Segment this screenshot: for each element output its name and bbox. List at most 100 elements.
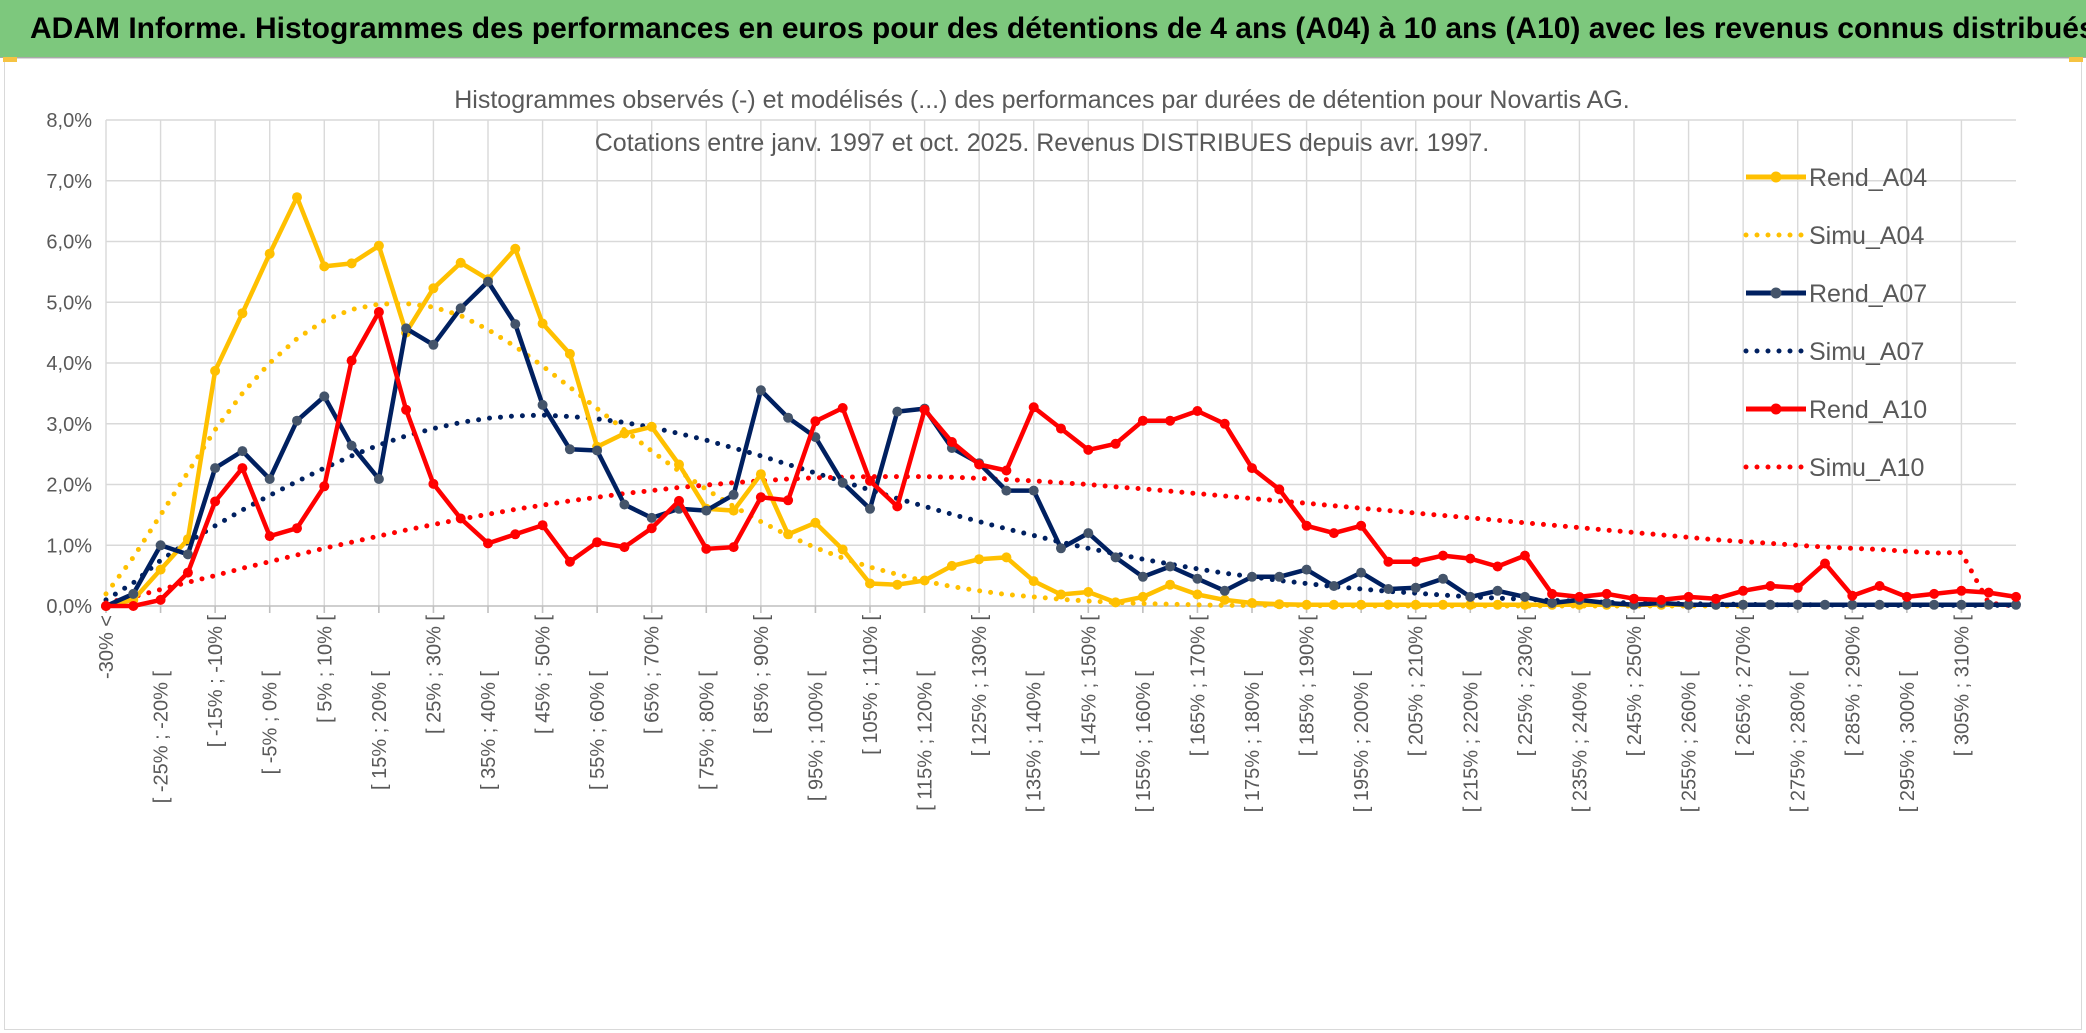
- legend-marker: [1770, 403, 1782, 415]
- x-tick-label: [ 255% ; 260% [: [1679, 671, 1701, 813]
- header-banner: ADAM Informe. Histogrammes des performan…: [0, 0, 2086, 58]
- data-point: [1383, 584, 1394, 594]
- y-tick-label: 5,0%: [46, 292, 92, 314]
- data-point: [455, 257, 466, 268]
- data-point: [892, 406, 903, 417]
- data-point: [1192, 589, 1203, 600]
- data-point: [319, 261, 330, 272]
- data-point: [373, 307, 384, 317]
- data-point: [1874, 581, 1885, 591]
- data-point: [783, 495, 794, 506]
- data-point: [1901, 591, 1912, 602]
- data-point: [1083, 444, 1094, 455]
- data-point: [1028, 485, 1039, 496]
- data-point: [182, 549, 193, 560]
- data-point: [1438, 573, 1448, 584]
- data-point: [1465, 553, 1476, 564]
- data-point: [1410, 556, 1421, 567]
- legend-item-Simu_A10: Simu_A10: [1743, 454, 1924, 482]
- data-point: [946, 560, 957, 571]
- x-tick-label: [ 175% ; 180% [: [1242, 671, 1264, 813]
- y-tick-label: 2,0%: [46, 475, 92, 497]
- x-tick-label: [ 185% ; 190% [: [1297, 615, 1319, 757]
- y-tick-label: 0,0%: [46, 596, 92, 618]
- data-point: [646, 523, 657, 534]
- x-tick-label: [ 165% ; 170% [: [1187, 615, 1209, 757]
- data-point: [264, 474, 275, 484]
- data-point: [428, 283, 439, 294]
- series-Simu_A07: [103, 412, 2019, 608]
- data-point: [455, 513, 466, 524]
- data-point: [346, 355, 357, 366]
- data-point: [1056, 589, 1066, 600]
- data-point: [1656, 594, 1667, 605]
- data-point: [619, 428, 630, 439]
- data-point: [1983, 587, 1994, 598]
- data-point: [919, 575, 930, 586]
- series-Rend_A07: [101, 276, 2021, 611]
- data-point: [1519, 550, 1530, 561]
- data-point: [1328, 528, 1339, 539]
- data-point: [537, 520, 548, 531]
- x-tick-label: [ 65% ; 70% [: [642, 615, 664, 734]
- data-point: [1410, 599, 1421, 610]
- data-point: [292, 415, 302, 426]
- data-point: [210, 463, 221, 474]
- data-point: [1956, 599, 1967, 610]
- x-tick-label: [ -5% ; 0% [: [260, 671, 282, 775]
- data-point: [619, 542, 630, 553]
- x-tick-label: [ -15% ; -10% [: [205, 615, 227, 748]
- data-point: [1001, 485, 1012, 496]
- histogram-chart: 0,0% 1,0% 2,0% 3,0% 4,0% 5,0% 6,0% 7,0% 8,0% -30%…: [46, 86, 2021, 813]
- data-point: [2011, 591, 2021, 602]
- x-tick-label: [ 115% ; 120% [: [915, 671, 937, 811]
- x-tick-label: [ 235% ; 240% [: [1569, 671, 1591, 813]
- grid: [105, 119, 2016, 606]
- data-point: [1847, 599, 1858, 610]
- data-point: [1165, 561, 1176, 572]
- data-point: [1792, 582, 1803, 593]
- data-point: [2011, 599, 2021, 610]
- data-point: [1192, 406, 1203, 416]
- x-tick-label: [ 35% ; 40% [: [478, 671, 500, 790]
- x-tick-label: [ 285% ; 290% [: [1842, 615, 1864, 757]
- chart-title-line1: Histogrammes observés (-) et modélisés (…: [454, 86, 1630, 114]
- x-tick-label: [ 205% ; 210% [: [1406, 615, 1428, 757]
- data-point: [1356, 520, 1367, 531]
- data-point: [292, 192, 302, 203]
- data-point: [1028, 402, 1039, 413]
- data-point: [1356, 599, 1367, 610]
- data-point: [483, 276, 493, 287]
- legend-label: Simu_A10: [1809, 454, 1924, 482]
- data-point: [837, 403, 848, 413]
- data-point: [1110, 552, 1121, 563]
- data-point: [701, 505, 712, 516]
- series-lines: [101, 192, 2021, 611]
- data-point: [1328, 581, 1339, 591]
- data-point: [1137, 571, 1148, 582]
- legend-label: Rend_A07: [1809, 280, 1927, 308]
- data-point: [646, 512, 657, 523]
- y-tick-label: 4,0%: [46, 353, 92, 375]
- data-point: [892, 579, 903, 590]
- data-point: [592, 537, 603, 548]
- data-point: [264, 531, 275, 542]
- data-point: [1383, 599, 1394, 610]
- x-tick-label: [ 305% ; 310% [: [1951, 615, 1973, 757]
- data-point: [755, 492, 766, 503]
- data-point: [1847, 590, 1858, 601]
- data-point: [237, 308, 248, 319]
- chart-title-line2: Cotations entre janv. 1997 et oct. 2025.…: [595, 129, 1490, 157]
- data-point: [537, 318, 548, 329]
- x-tick-label: [ 275% ; 280% [: [1788, 671, 1810, 813]
- data-point: [373, 240, 384, 251]
- data-point: [1929, 588, 1940, 599]
- data-point: [373, 474, 384, 484]
- x-tick-label: [ 265% ; 270% [: [1733, 615, 1755, 757]
- data-point: [728, 542, 739, 553]
- data-point: [1465, 591, 1476, 602]
- legend-label: Simu_A04: [1809, 222, 1924, 250]
- x-tick-label: [ 55% ; 60% [: [587, 671, 609, 790]
- chart-title-group: Histogrammes observés (-) et modélisés (…: [454, 86, 1630, 157]
- x-tick-label: [ 225% ; 230% [: [1515, 615, 1537, 757]
